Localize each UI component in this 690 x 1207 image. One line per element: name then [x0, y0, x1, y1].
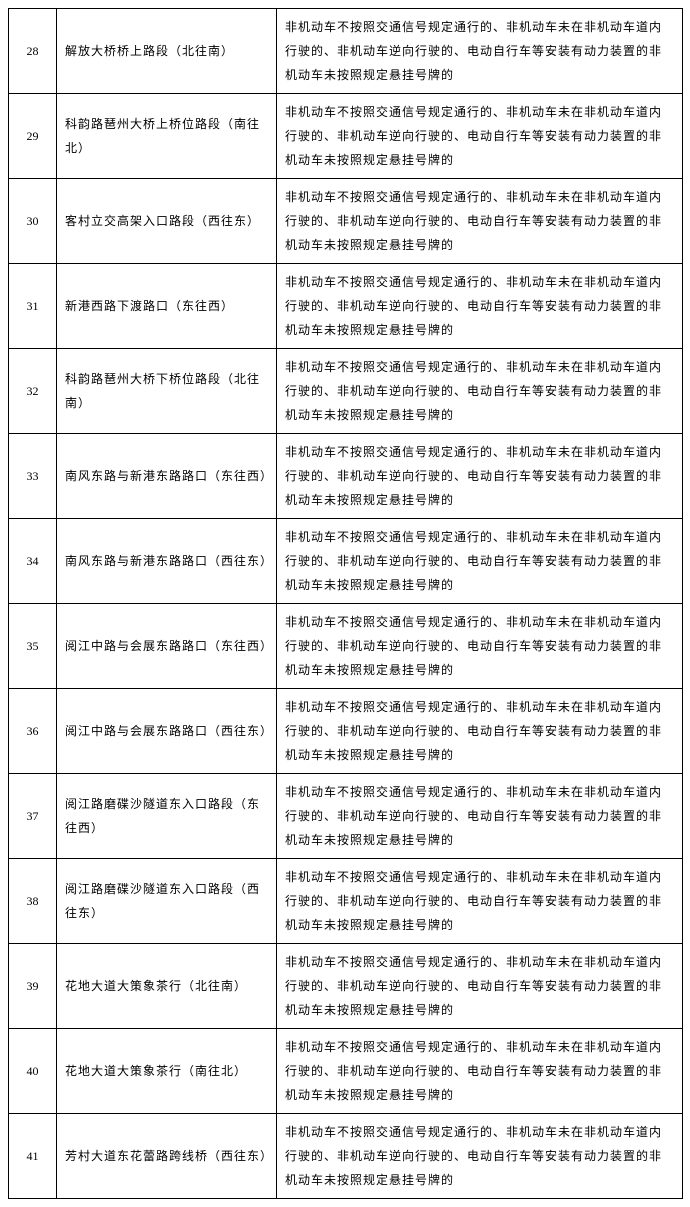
table-row: 29 科韵路琶州大桥上桥位路段（南往北） 非机动车不按照交通信号规定通行的、非机… — [9, 94, 683, 179]
row-number: 32 — [9, 349, 57, 434]
row-location: 阅江中路与会展东路路口（西往东） — [57, 689, 277, 774]
row-number: 36 — [9, 689, 57, 774]
row-number: 38 — [9, 859, 57, 944]
row-number: 40 — [9, 1029, 57, 1114]
row-number: 35 — [9, 604, 57, 689]
table-row: 35 阅江中路与会展东路路口（东往西） 非机动车不按照交通信号规定通行的、非机动… — [9, 604, 683, 689]
row-violation: 非机动车不按照交通信号规定通行的、非机动车未在非机动车道内行驶的、非机动车逆向行… — [277, 1029, 683, 1114]
table-row: 40 花地大道大策象茶行（南往北） 非机动车不按照交通信号规定通行的、非机动车未… — [9, 1029, 683, 1114]
row-location: 阅江路磨碟沙隧道东入口路段（东往西） — [57, 774, 277, 859]
row-location: 南风东路与新港东路路口（西往东） — [57, 519, 277, 604]
row-location: 解放大桥桥上路段（北往南） — [57, 9, 277, 94]
row-location: 阅江中路与会展东路路口（东往西） — [57, 604, 277, 689]
row-violation: 非机动车不按照交通信号规定通行的、非机动车未在非机动车道内行驶的、非机动车逆向行… — [277, 689, 683, 774]
row-number: 33 — [9, 434, 57, 519]
row-violation: 非机动车不按照交通信号规定通行的、非机动车未在非机动车道内行驶的、非机动车逆向行… — [277, 179, 683, 264]
row-location: 南风东路与新港东路路口（东往西） — [57, 434, 277, 519]
row-violation: 非机动车不按照交通信号规定通行的、非机动车未在非机动车道内行驶的、非机动车逆向行… — [277, 1114, 683, 1199]
row-number: 29 — [9, 94, 57, 179]
row-number: 41 — [9, 1114, 57, 1199]
row-location: 客村立交高架入口路段（西往东） — [57, 179, 277, 264]
table-row: 41 芳村大道东花蕾路跨线桥（西往东） 非机动车不按照交通信号规定通行的、非机动… — [9, 1114, 683, 1199]
row-location: 阅江路磨碟沙隧道东入口路段（西往东） — [57, 859, 277, 944]
table-row: 32 科韵路琶州大桥下桥位路段（北往南） 非机动车不按照交通信号规定通行的、非机… — [9, 349, 683, 434]
row-violation: 非机动车不按照交通信号规定通行的、非机动车未在非机动车道内行驶的、非机动车逆向行… — [277, 604, 683, 689]
table-row: 37 阅江路磨碟沙隧道东入口路段（东往西） 非机动车不按照交通信号规定通行的、非… — [9, 774, 683, 859]
row-number: 37 — [9, 774, 57, 859]
row-violation: 非机动车不按照交通信号规定通行的、非机动车未在非机动车道内行驶的、非机动车逆向行… — [277, 349, 683, 434]
row-violation: 非机动车不按照交通信号规定通行的、非机动车未在非机动车道内行驶的、非机动车逆向行… — [277, 519, 683, 604]
table-row: 34 南风东路与新港东路路口（西往东） 非机动车不按照交通信号规定通行的、非机动… — [9, 519, 683, 604]
row-location: 科韵路琶州大桥上桥位路段（南往北） — [57, 94, 277, 179]
row-location: 芳村大道东花蕾路跨线桥（西往东） — [57, 1114, 277, 1199]
row-number: 34 — [9, 519, 57, 604]
row-number: 31 — [9, 264, 57, 349]
table-row: 39 花地大道大策象茶行（北往南） 非机动车不按照交通信号规定通行的、非机动车未… — [9, 944, 683, 1029]
table-row: 36 阅江中路与会展东路路口（西往东） 非机动车不按照交通信号规定通行的、非机动… — [9, 689, 683, 774]
row-violation: 非机动车不按照交通信号规定通行的、非机动车未在非机动车道内行驶的、非机动车逆向行… — [277, 944, 683, 1029]
row-number: 28 — [9, 9, 57, 94]
row-violation: 非机动车不按照交通信号规定通行的、非机动车未在非机动车道内行驶的、非机动车逆向行… — [277, 859, 683, 944]
row-violation: 非机动车不按照交通信号规定通行的、非机动车未在非机动车道内行驶的、非机动车逆向行… — [277, 434, 683, 519]
row-location: 花地大道大策象茶行（北往南） — [57, 944, 277, 1029]
table-row: 28 解放大桥桥上路段（北往南） 非机动车不按照交通信号规定通行的、非机动车未在… — [9, 9, 683, 94]
table-row: 38 阅江路磨碟沙隧道东入口路段（西往东） 非机动车不按照交通信号规定通行的、非… — [9, 859, 683, 944]
table-body: 28 解放大桥桥上路段（北往南） 非机动车不按照交通信号规定通行的、非机动车未在… — [9, 9, 683, 1199]
row-violation: 非机动车不按照交通信号规定通行的、非机动车未在非机动车道内行驶的、非机动车逆向行… — [277, 94, 683, 179]
row-number: 30 — [9, 179, 57, 264]
row-violation: 非机动车不按照交通信号规定通行的、非机动车未在非机动车道内行驶的、非机动车逆向行… — [277, 9, 683, 94]
table-row: 33 南风东路与新港东路路口（东往西） 非机动车不按照交通信号规定通行的、非机动… — [9, 434, 683, 519]
row-location: 花地大道大策象茶行（南往北） — [57, 1029, 277, 1114]
row-violation: 非机动车不按照交通信号规定通行的、非机动车未在非机动车道内行驶的、非机动车逆向行… — [277, 264, 683, 349]
row-violation: 非机动车不按照交通信号规定通行的、非机动车未在非机动车道内行驶的、非机动车逆向行… — [277, 774, 683, 859]
table-row: 30 客村立交高架入口路段（西往东） 非机动车不按照交通信号规定通行的、非机动车… — [9, 179, 683, 264]
table-row: 31 新港西路下渡路口（东往西） 非机动车不按照交通信号规定通行的、非机动车未在… — [9, 264, 683, 349]
row-location: 科韵路琶州大桥下桥位路段（北往南） — [57, 349, 277, 434]
row-location: 新港西路下渡路口（东往西） — [57, 264, 277, 349]
violations-table: 28 解放大桥桥上路段（北往南） 非机动车不按照交通信号规定通行的、非机动车未在… — [8, 8, 683, 1199]
row-number: 39 — [9, 944, 57, 1029]
